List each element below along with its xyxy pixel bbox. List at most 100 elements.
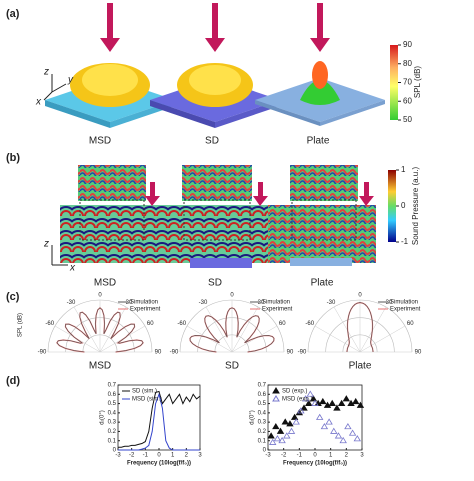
polar-angle-label: 60: [279, 321, 286, 327]
y-tick-label: 0: [263, 448, 267, 454]
x-tick-label: 0: [313, 453, 317, 459]
data-point: [328, 399, 336, 406]
polar-spoke: [314, 325, 361, 353]
polar-angle-label: 90: [287, 350, 294, 356]
data-point: [353, 435, 362, 442]
legend-label: SD (sim.): [132, 389, 157, 395]
polar-spoke: [231, 325, 278, 353]
colorbar-title: SPL (dB): [413, 66, 422, 98]
legend-swatch: [272, 395, 280, 402]
data-point: [286, 420, 294, 427]
data-point: [272, 423, 280, 430]
x-axis-label: Frequency (10log(f/f₀)): [283, 461, 347, 467]
legend-label: Experiment: [390, 307, 421, 313]
panel-b-art: [51, 165, 396, 268]
polar-lobe: [189, 307, 275, 353]
y-tick-label: 0.3: [258, 420, 267, 426]
x-tick-label: 3: [198, 453, 202, 459]
data-point: [347, 399, 355, 406]
polar-spoke: [359, 306, 387, 353]
y-tick-label: 0.3: [108, 420, 117, 426]
data-point: [344, 423, 352, 430]
axis-label: x: [35, 97, 42, 108]
data-point: [290, 413, 299, 420]
colorbar-tick-label: 0: [401, 201, 406, 210]
y-tick-label: 0.4: [258, 410, 267, 416]
y-axis-label: dᵣ(0°): [100, 410, 106, 425]
sample-label: MSD: [89, 361, 111, 372]
polar-angle-label: 0: [98, 293, 102, 299]
polar-angle-label: -60: [305, 321, 314, 327]
colorbar-tick-label: 80: [403, 59, 412, 68]
polar-spoke: [99, 306, 127, 353]
polar-angle-label: -30: [327, 300, 336, 306]
sample-label: Plate: [349, 361, 372, 372]
sample-label: SD: [225, 361, 239, 372]
polar-angle-label: -60: [45, 321, 54, 327]
x-axis-label: Frequency (10log(f/f₀)): [127, 461, 191, 467]
legend-label: Experiment: [262, 307, 293, 313]
data-point: [311, 399, 319, 406]
polar-spoke: [333, 306, 361, 353]
data-point: [276, 427, 285, 434]
panel-a-art: [43, 3, 398, 128]
colorbar-tick-label: 50: [403, 115, 412, 124]
legend-label: Simulation: [390, 300, 418, 306]
data-point: [334, 432, 343, 439]
polar-angle-label: -90: [298, 350, 307, 356]
polar-spoke: [73, 306, 101, 353]
y-tick-label: 0.5: [108, 401, 117, 407]
data-point: [330, 427, 338, 434]
y-tick-label: 0: [113, 448, 117, 454]
sample-label: Plate: [311, 278, 334, 289]
polar-angle-label: 30: [126, 300, 133, 306]
x-tick-label: 1: [171, 453, 175, 459]
data-point: [283, 432, 291, 439]
x-tick-label: 3: [360, 453, 364, 459]
data-point: [333, 404, 341, 411]
sample-label: SD: [208, 278, 222, 289]
colorbar-tick-label: -1: [401, 237, 409, 246]
sample-label: MSD: [94, 278, 116, 289]
data-point: [315, 413, 324, 420]
data-point: [352, 397, 360, 405]
data-line: [118, 390, 201, 448]
legend-label: Simulation: [130, 300, 158, 306]
polar-spoke: [186, 325, 233, 353]
panel-label: (a): [6, 8, 20, 20]
colorbar-tick-label: 90: [403, 40, 412, 49]
panel-label: (d): [6, 375, 20, 387]
legend-label: Experiment: [130, 307, 161, 313]
polar-spoke: [205, 306, 233, 353]
legend-label: Simulation: [262, 300, 290, 306]
polar-spoke: [359, 325, 406, 353]
data-point: [267, 432, 275, 439]
data-point: [325, 418, 333, 425]
y-axis-label: dᵣ(0°): [250, 410, 256, 425]
data-line: [118, 392, 200, 451]
data-point: [356, 401, 365, 408]
data-point: [323, 401, 332, 408]
data-point: [320, 423, 329, 430]
data-point: [278, 436, 286, 444]
colorbar-tick-label: 70: [403, 78, 412, 87]
axis-label: z: [43, 239, 49, 250]
polar-angle-label: -90: [38, 350, 47, 356]
polar-lobe: [346, 302, 374, 352]
data-point: [309, 395, 318, 402]
y-tick-label: 0.7: [108, 383, 117, 389]
data-point: [287, 427, 296, 434]
sample-label: MSD: [89, 136, 111, 147]
x-tick-label: -1: [143, 453, 149, 459]
data-point: [305, 399, 313, 406]
legend-label: SD (exp.): [282, 389, 307, 395]
polar-angle-label: 30: [386, 300, 393, 306]
axis-label: x: [69, 263, 76, 274]
colorbar-tick-label: 60: [403, 96, 412, 105]
data-point: [281, 418, 289, 425]
polar-angle-label: 60: [147, 321, 154, 327]
y-tick-label: 0.1: [108, 438, 117, 444]
y-tick-label: 0.5: [258, 401, 267, 407]
sample-label: Plate: [307, 136, 330, 147]
